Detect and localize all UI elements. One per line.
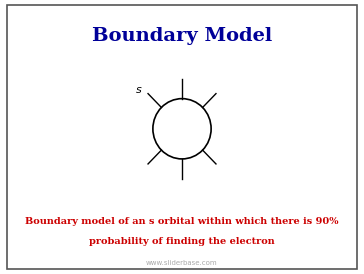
Text: www.sliderbase.com: www.sliderbase.com [146,260,218,266]
Text: probability of finding the electron: probability of finding the electron [89,237,275,246]
Text: s: s [135,85,141,95]
Text: Boundary model of an s orbital within which there is 90%: Boundary model of an s orbital within wh… [25,218,339,226]
Text: Boundary Model: Boundary Model [92,27,272,45]
